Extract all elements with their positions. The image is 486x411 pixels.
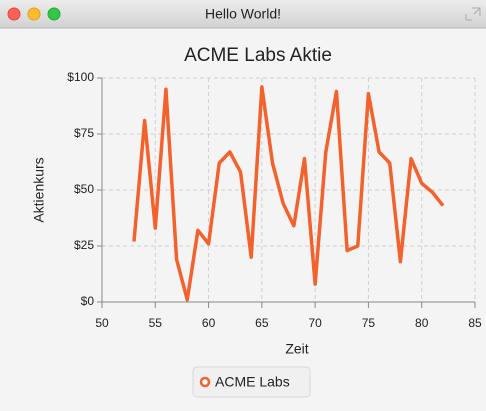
x-axis-label: Zeit (285, 341, 308, 357)
y-axis-label: Aktienkurs (31, 157, 47, 222)
data-line (132, 85, 445, 302)
chart-title: ACME Labs Aktie (184, 45, 332, 66)
legend-marker (199, 376, 211, 388)
y-tick-label: $25 (74, 238, 94, 252)
x-tick-label: 85 (468, 316, 482, 330)
zoom-button[interactable] (47, 7, 61, 21)
x-tick-label: 65 (255, 316, 269, 330)
y-tick-label: $75 (74, 126, 94, 140)
y-tick-label: $100 (67, 70, 94, 84)
window-title: Hello World! (205, 6, 281, 22)
x-tick-label: 80 (415, 316, 429, 330)
x-tick-label: 50 (95, 316, 109, 330)
close-button[interactable] (7, 7, 21, 21)
x-tick-label: 60 (202, 316, 216, 330)
minimize-button[interactable] (27, 7, 41, 21)
y-tick-label: $0 (81, 294, 95, 308)
legend-label: ACME Labs (215, 374, 290, 390)
title-bar (0, 0, 486, 28)
x-tick-label: 55 (149, 316, 163, 330)
legend-box (192, 366, 311, 398)
x-tick-label: 75 (362, 316, 376, 330)
fullscreen-button[interactable] (465, 7, 481, 21)
y-tick-label: $50 (74, 182, 94, 196)
x-tick-label: 70 (308, 316, 322, 330)
